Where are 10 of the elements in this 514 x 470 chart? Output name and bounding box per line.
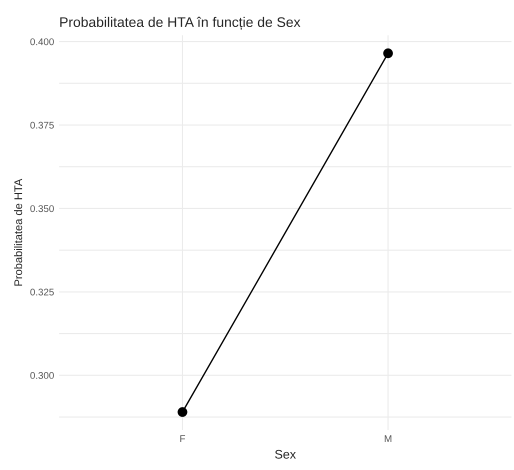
- y-tick-label: 0.400: [30, 38, 54, 46]
- y-tick-label: 0.375: [30, 122, 54, 129]
- y-axis-title: Probabilitatea de HTA: [14, 178, 22, 286]
- y-tick-label: 0.350: [30, 205, 54, 212]
- chart-title: Probabilitatea de HTA în funcție de Sex: [60, 16, 300, 30]
- y-tick-label: 0.325: [30, 288, 54, 296]
- x-axis-title: Sex: [275, 450, 296, 459]
- x-tick-label: F: [180, 435, 186, 442]
- y-tick-label: 0.300: [30, 372, 54, 379]
- x-tick-label: M: [384, 435, 392, 442]
